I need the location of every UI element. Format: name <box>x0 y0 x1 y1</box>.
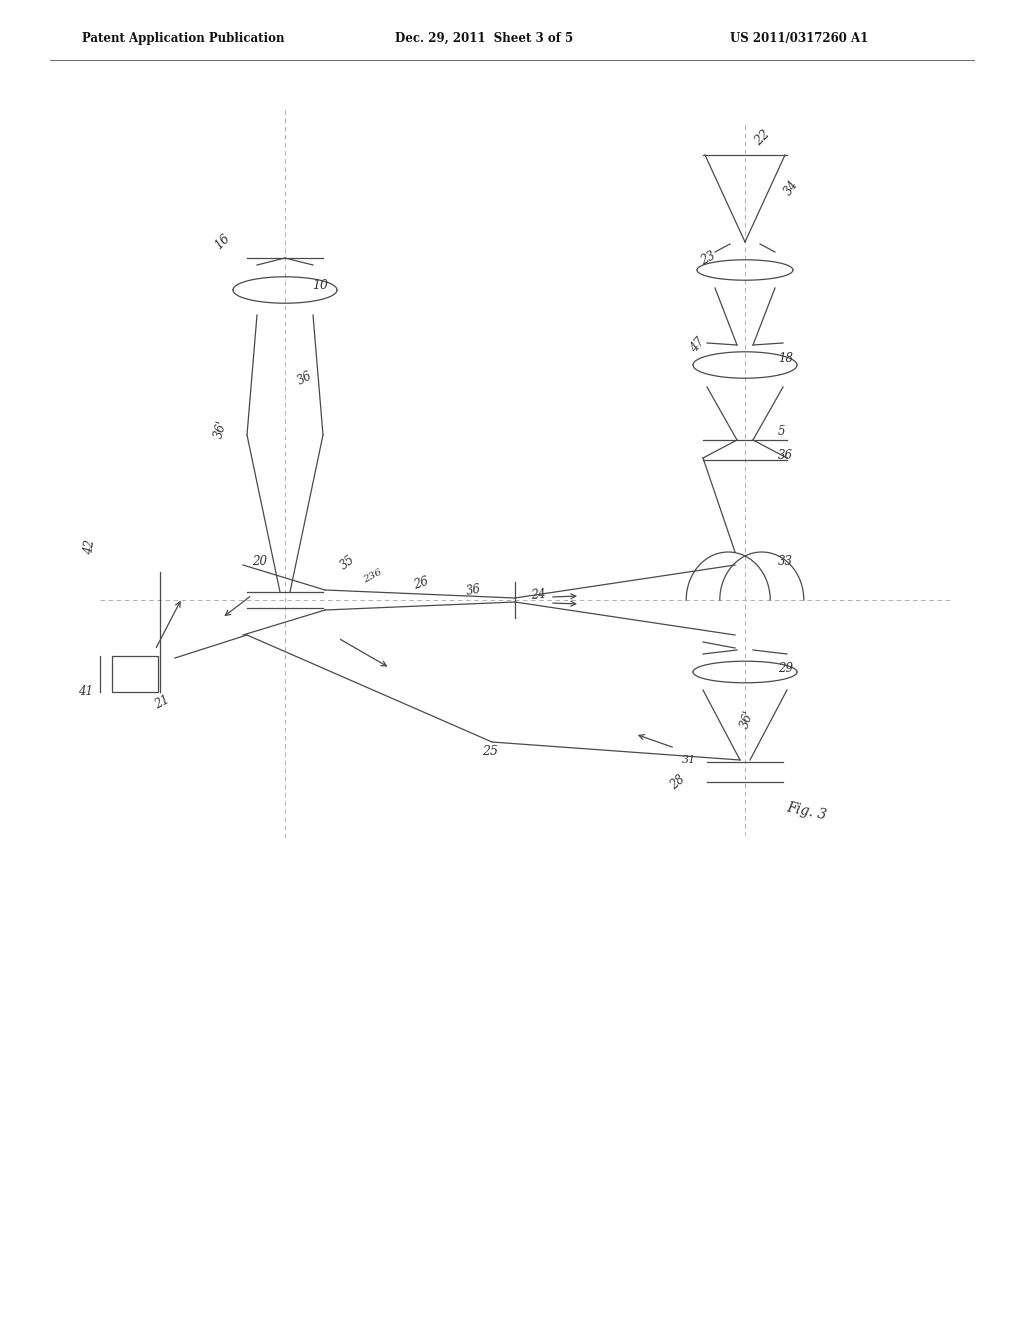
Text: 21: 21 <box>152 693 171 711</box>
Text: 236: 236 <box>362 568 384 585</box>
Text: 25: 25 <box>482 744 498 758</box>
Text: 36': 36' <box>212 418 229 440</box>
Text: 24: 24 <box>530 587 546 602</box>
Text: 35: 35 <box>338 553 357 572</box>
Text: 36: 36 <box>778 449 793 462</box>
Text: Patent Application Publication: Patent Application Publication <box>82 32 285 45</box>
Text: 34: 34 <box>782 178 801 198</box>
Text: 28: 28 <box>668 772 688 792</box>
Text: 36: 36 <box>465 582 482 598</box>
Text: 36': 36' <box>738 709 756 730</box>
Text: 29: 29 <box>778 663 793 675</box>
Text: 5: 5 <box>778 425 785 438</box>
Text: 36: 36 <box>295 370 314 388</box>
Text: 20: 20 <box>252 554 267 568</box>
Text: 10: 10 <box>312 279 328 292</box>
Text: 26: 26 <box>412 576 430 591</box>
Text: Dec. 29, 2011  Sheet 3 of 5: Dec. 29, 2011 Sheet 3 of 5 <box>395 32 573 45</box>
Bar <box>112 656 158 692</box>
Text: 33: 33 <box>778 554 793 568</box>
Text: Fig. 3: Fig. 3 <box>785 800 827 822</box>
Text: 47: 47 <box>688 335 708 355</box>
Text: 16: 16 <box>212 231 232 252</box>
Text: 31: 31 <box>682 755 696 766</box>
Text: 42: 42 <box>82 539 97 554</box>
Text: 23: 23 <box>698 249 718 268</box>
Text: US 2011/0317260 A1: US 2011/0317260 A1 <box>730 32 868 45</box>
Text: 22: 22 <box>752 128 772 148</box>
Text: 18: 18 <box>778 352 793 366</box>
Text: 41: 41 <box>78 685 93 698</box>
